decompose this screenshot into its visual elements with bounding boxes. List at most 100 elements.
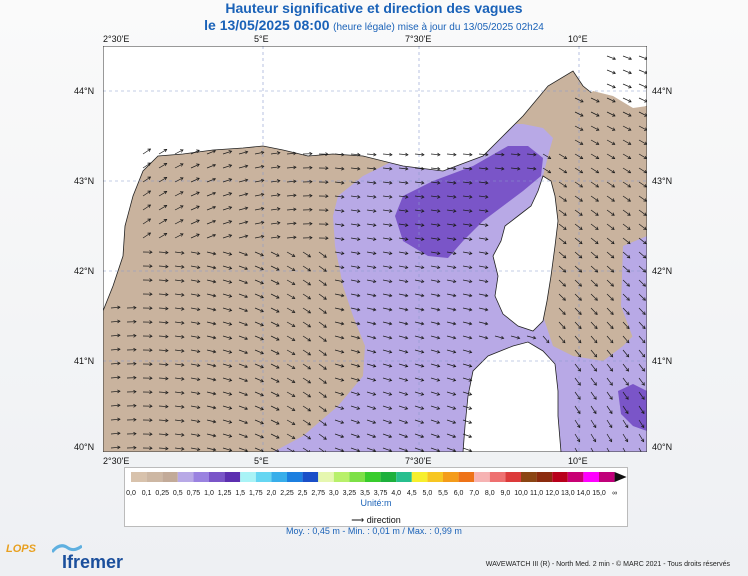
wave-direction-arrow — [254, 447, 264, 452]
wave-direction-arrow — [398, 391, 408, 396]
wave-direction-arrow — [638, 139, 647, 145]
wave-direction-arrowhead — [627, 127, 632, 131]
wave-direction-arrow — [238, 221, 248, 225]
lon-label-bottom-1: 2°30'E — [103, 456, 130, 466]
wave-direction-arrowhead — [228, 280, 233, 284]
wave-direction-arrowhead — [260, 308, 264, 313]
wave-direction-arrow — [590, 377, 597, 386]
wave-direction-arrow — [398, 307, 408, 311]
wave-direction-arrow — [254, 335, 264, 340]
wave-direction-arrowhead — [611, 141, 616, 145]
wave-direction-arrowhead — [323, 394, 327, 398]
wave-direction-arrowhead — [196, 349, 201, 354]
wave-direction-arrow — [622, 111, 632, 117]
wave-direction-arrowhead — [562, 269, 567, 273]
wave-direction-arrowhead — [117, 347, 121, 352]
wave-direction-arrowhead — [196, 233, 200, 237]
wave-direction-arrow — [222, 307, 232, 311]
wave-direction-arrow — [222, 251, 232, 255]
wave-direction-arrow — [190, 265, 200, 269]
wave-direction-arrowhead — [611, 127, 616, 131]
wave-direction-arrow — [430, 237, 440, 240]
wave-direction-arrowhead — [372, 420, 377, 424]
wave-direction-arrow — [494, 335, 504, 339]
wave-direction-arrowhead — [276, 435, 280, 439]
wave-direction-arrow — [638, 321, 646, 329]
wave-direction-arrowhead — [117, 333, 121, 338]
wave-direction-arrow — [270, 166, 280, 169]
wave-direction-arrowhead — [276, 253, 280, 257]
wave-direction-arrowhead — [323, 408, 327, 412]
wave-direction-arrow — [190, 391, 200, 395]
wave-direction-arrow — [318, 265, 327, 272]
wave-direction-arrow — [302, 293, 311, 300]
wave-direction-arrow — [542, 153, 551, 159]
legend-swatch — [599, 472, 615, 482]
wave-direction-arrowhead — [291, 281, 296, 285]
wave-direction-arrow — [350, 405, 360, 410]
wave-direction-arrowhead — [163, 233, 168, 237]
wave-direction-arrowhead — [291, 253, 296, 257]
wave-direction-arrowhead — [340, 265, 345, 270]
wave-direction-arrow — [382, 195, 392, 198]
wave-direction-arrowhead — [562, 283, 566, 287]
wave-direction-arrow — [174, 349, 184, 352]
wave-direction-arrowhead — [260, 336, 264, 341]
wave-direction-arrowhead — [165, 264, 169, 269]
wave-direction-arrowhead — [260, 206, 265, 211]
wave-direction-arrow — [206, 405, 216, 409]
wave-direction-arrow — [478, 279, 488, 283]
wave-direction-arrow — [430, 433, 440, 438]
wave-direction-arrowhead — [165, 390, 169, 395]
wave-direction-arrow — [430, 209, 440, 212]
wave-direction-arrow — [222, 164, 232, 169]
wave-direction-arrowhead — [484, 335, 489, 340]
wave-direction-arrow — [334, 279, 344, 283]
wave-direction-arrow — [238, 293, 248, 298]
wave-direction-arrow — [622, 167, 631, 174]
wave-direction-arrowhead — [196, 191, 200, 195]
wave-direction-arrowhead — [323, 296, 327, 300]
wave-direction-arrow — [270, 236, 280, 239]
wave-direction-arrow — [574, 335, 582, 344]
wave-direction-arrowhead — [388, 307, 393, 312]
wave-direction-arrow — [446, 391, 456, 396]
wave-direction-arrowhead — [228, 350, 233, 354]
wave-direction-arrowhead — [420, 406, 425, 410]
wave-direction-arrowhead — [181, 321, 185, 325]
wave-direction-arrow — [334, 321, 344, 325]
wave-direction-arrow — [286, 194, 297, 197]
wave-direction-arrowhead — [340, 307, 345, 312]
wave-direction-arrowhead — [149, 250, 153, 255]
wave-direction-arrowhead — [610, 240, 615, 245]
wave-direction-arrow — [574, 111, 584, 117]
wave-direction-arrow — [110, 348, 121, 351]
wave-direction-arrow — [334, 195, 344, 198]
legend-tick-label: ∞ — [612, 490, 617, 497]
wave-direction-arrowhead — [260, 164, 265, 169]
wave-direction-arrow — [302, 307, 311, 314]
wave-direction-arrowhead — [388, 349, 393, 354]
wave-direction-arrow — [254, 179, 264, 183]
wave-direction-arrowhead — [325, 236, 329, 241]
wave-direction-arrow — [190, 433, 200, 437]
legend-swatch — [333, 472, 350, 482]
wave-height-map[interactable] — [103, 46, 647, 452]
wave-direction-arrowhead — [404, 335, 409, 340]
wave-direction-arrow — [350, 335, 360, 339]
wave-direction-arrowhead — [149, 292, 153, 297]
wave-direction-arrowhead — [307, 352, 312, 356]
wave-direction-arrowhead — [610, 269, 615, 273]
wave-direction-arrow — [414, 251, 424, 254]
wave-direction-arrowhead — [276, 165, 281, 169]
wave-direction-arrowhead — [196, 405, 201, 410]
wave-direction-arrowhead — [149, 376, 153, 381]
wave-direction-arrowhead — [609, 396, 613, 400]
wave-direction-arrowhead — [228, 266, 233, 270]
wave-direction-arrowhead — [611, 169, 616, 174]
wave-direction-arrowhead — [307, 366, 312, 370]
wave-direction-arrowhead — [453, 152, 457, 157]
wave-direction-arrowhead — [485, 166, 489, 171]
wave-direction-arrow — [286, 335, 295, 341]
wave-direction-arrowhead — [291, 337, 296, 341]
